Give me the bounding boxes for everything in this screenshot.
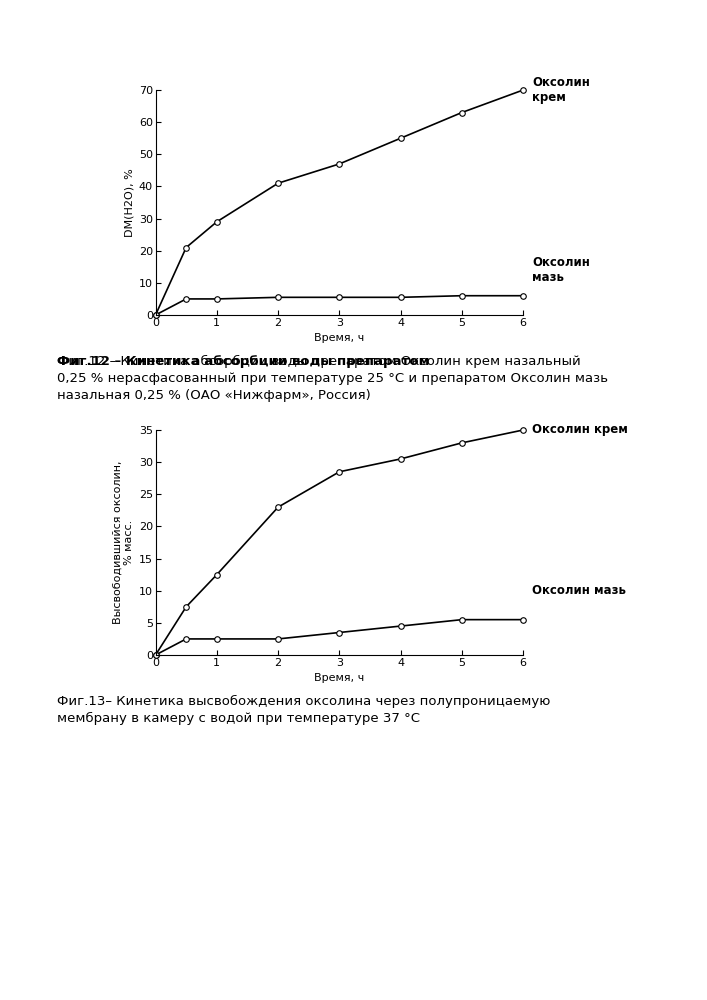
- X-axis label: Время, ч: Время, ч: [314, 673, 365, 683]
- Text: Оксолин
крем: Оксолин крем: [532, 76, 590, 104]
- X-axis label: Время, ч: Время, ч: [314, 333, 365, 343]
- Y-axis label: Высвободившийся оксолин,
% масс.: Высвободившийся оксолин, % масс.: [113, 461, 134, 624]
- Text: Оксолин крем: Оксолин крем: [532, 424, 629, 436]
- Text: Оксолин мазь: Оксолин мазь: [532, 584, 626, 597]
- Text: Оксолин
мазь: Оксолин мазь: [532, 256, 590, 284]
- Text: Фиг.12 – Кинетика абсорбции воды препаратом: Фиг.12 – Кинетика абсорбции воды препара…: [57, 355, 433, 368]
- Y-axis label: DM(H2O), %: DM(H2O), %: [124, 168, 134, 237]
- Text: Фиг.13– Кинетика высвобождения оксолина через полупроницаемую
мембрану в камеру : Фиг.13– Кинетика высвобождения оксолина …: [57, 695, 550, 725]
- Text: Фиг.12 – Кинетика абсорбции воды препаратом Оксолин крем назальный
0,25 % нерасф: Фиг.12 – Кинетика абсорбции воды препара…: [57, 355, 607, 402]
